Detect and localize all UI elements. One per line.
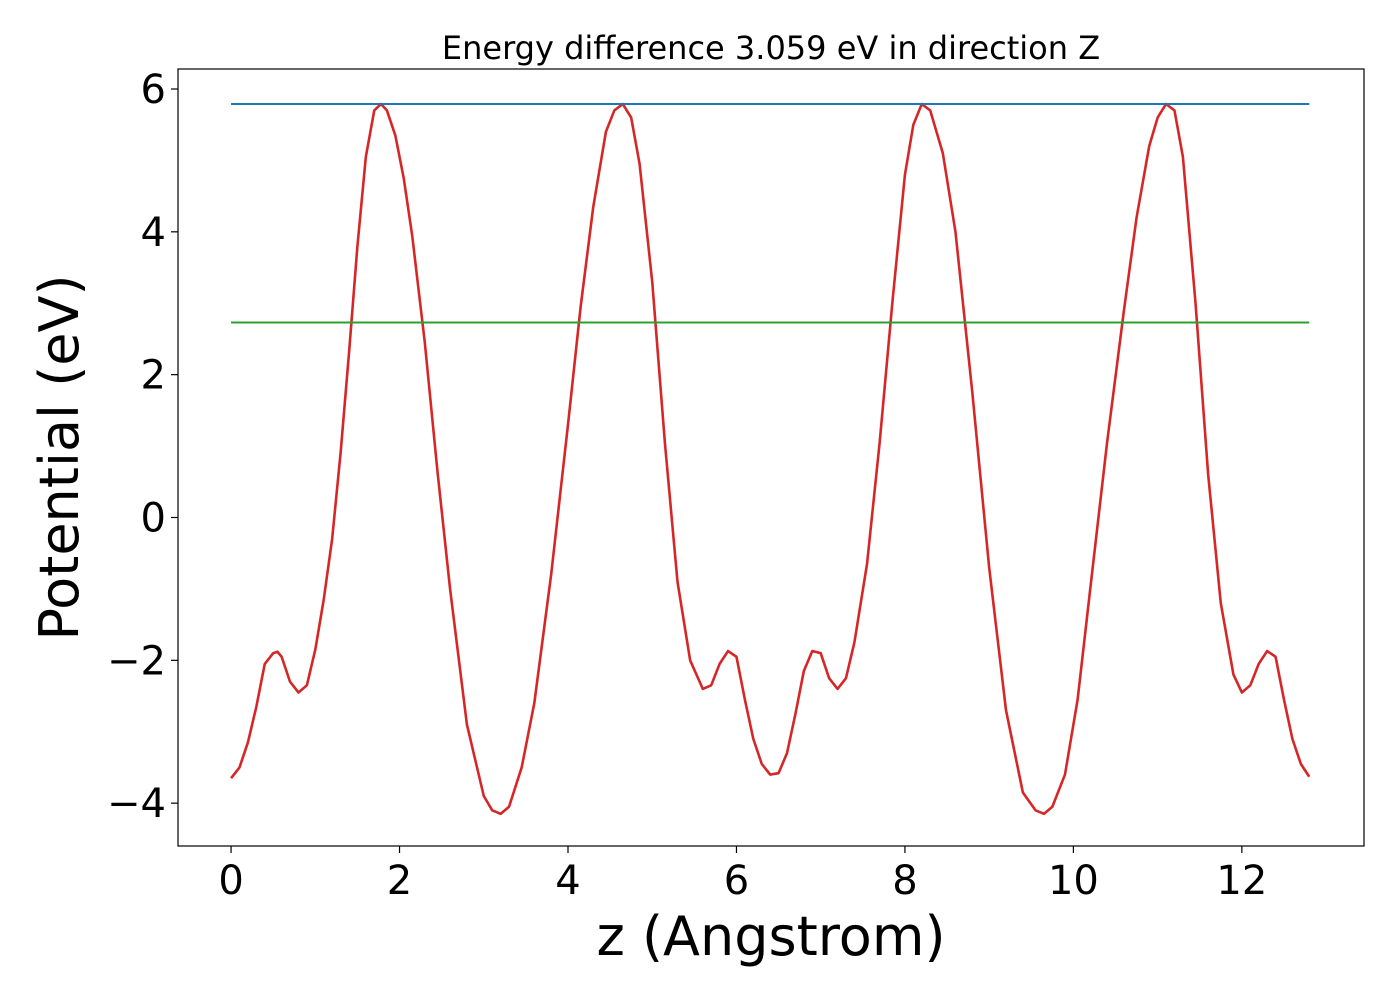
x-tick-label: 4 [555,858,580,904]
y-tick-label: 0 [141,495,166,541]
x-tick-label: 6 [724,858,749,904]
y-tick-label: −2 [107,638,166,684]
y-tick-label: −4 [107,781,166,827]
plot-frame [177,68,1365,847]
x-axis-ticks: 0 2 4 6 8 10 12 [218,846,1267,904]
potential-line [230,102,1311,816]
y-axis-ticks: −4 −2 0 2 4 6 [107,67,178,827]
y-tick-label: 6 [141,67,166,113]
x-tick-label: 10 [1048,858,1099,904]
x-axis-label: z (Angstrom) [596,905,945,968]
x-tick-label: 12 [1216,858,1267,904]
x-tick-label: 2 [387,858,412,904]
x-tick-label: 8 [892,858,917,904]
series-layer [230,102,1311,816]
x-tick-label: 0 [218,858,243,904]
y-tick-label: 2 [141,353,166,399]
y-tick-label: 4 [141,210,166,256]
y-axis-label: Potential (eV) [28,274,91,640]
chart-title: Energy difference 3.059 eV in direction … [442,29,1100,67]
